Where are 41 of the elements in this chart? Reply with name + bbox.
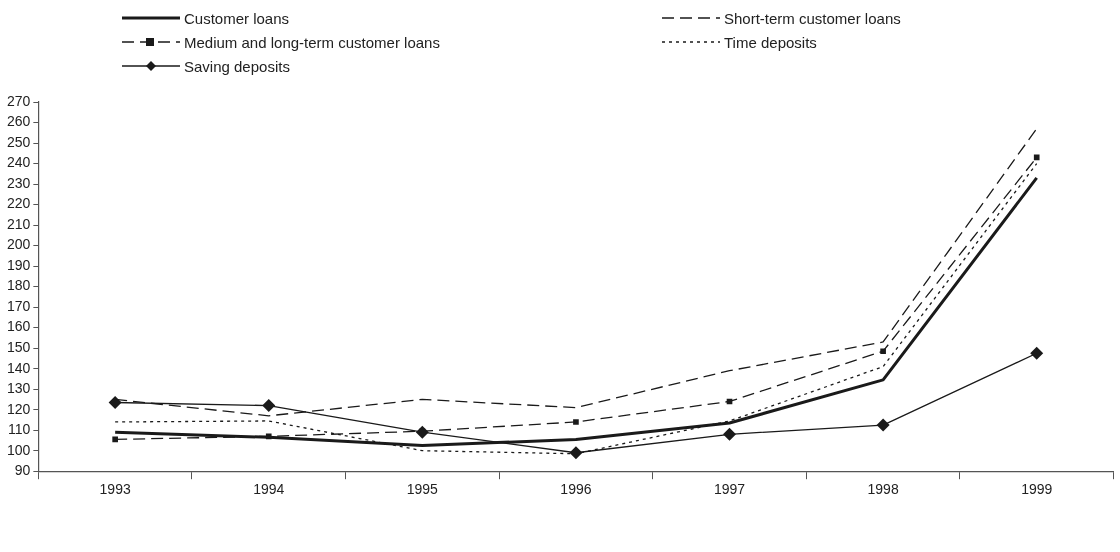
point [1030, 346, 1044, 360]
y-tick-label: 220 [7, 195, 31, 212]
y-tick-label: 190 [7, 256, 31, 273]
y-tick-label: 200 [7, 236, 31, 253]
y-tick-label: 250 [7, 133, 31, 150]
y-tick-label: 100 [7, 441, 31, 458]
point [1033, 154, 1040, 161]
x-tick-label: 1995 [406, 481, 439, 498]
y-tick-label: 240 [7, 154, 31, 171]
point [262, 399, 276, 413]
point [876, 418, 890, 432]
y-tick-label: 140 [7, 359, 31, 376]
y-tick-label: 270 [7, 92, 31, 109]
point [108, 395, 122, 409]
legend-label: Saving deposits [184, 57, 290, 75]
y-tick-label: 130 [7, 380, 31, 397]
legend-label: Medium and long-term customer loans [184, 33, 440, 51]
y-tick-label: 260 [7, 113, 31, 130]
y-tick-label: 180 [7, 277, 31, 294]
y-tick-label: 170 [7, 297, 31, 314]
point [723, 427, 737, 441]
point [880, 348, 886, 355]
point [573, 419, 579, 425]
point [112, 436, 118, 443]
x-tick-label: 1998 [867, 481, 899, 498]
x-tick-label: 1996 [560, 481, 592, 498]
y-tick-label: 110 [8, 421, 31, 438]
y-tick-label: 120 [7, 400, 31, 417]
legend-label: Time deposits [724, 33, 817, 51]
x-tick-label: 1997 [713, 481, 746, 498]
y-tick-label: 90 [14, 462, 31, 479]
y-tick-label: 210 [7, 215, 31, 232]
legend-label: Customer loans [184, 9, 290, 27]
point [569, 446, 583, 460]
x-tick-label: 1999 [1021, 481, 1053, 498]
legend-label: Short-term customer loans [724, 9, 901, 27]
y-tick-label: 230 [7, 174, 31, 191]
y-tick-label: 160 [7, 318, 31, 335]
y-tick-label: 150 [7, 338, 31, 355]
x-tick-label: 1994 [253, 481, 285, 498]
x-tick-label: 1993 [99, 481, 131, 498]
